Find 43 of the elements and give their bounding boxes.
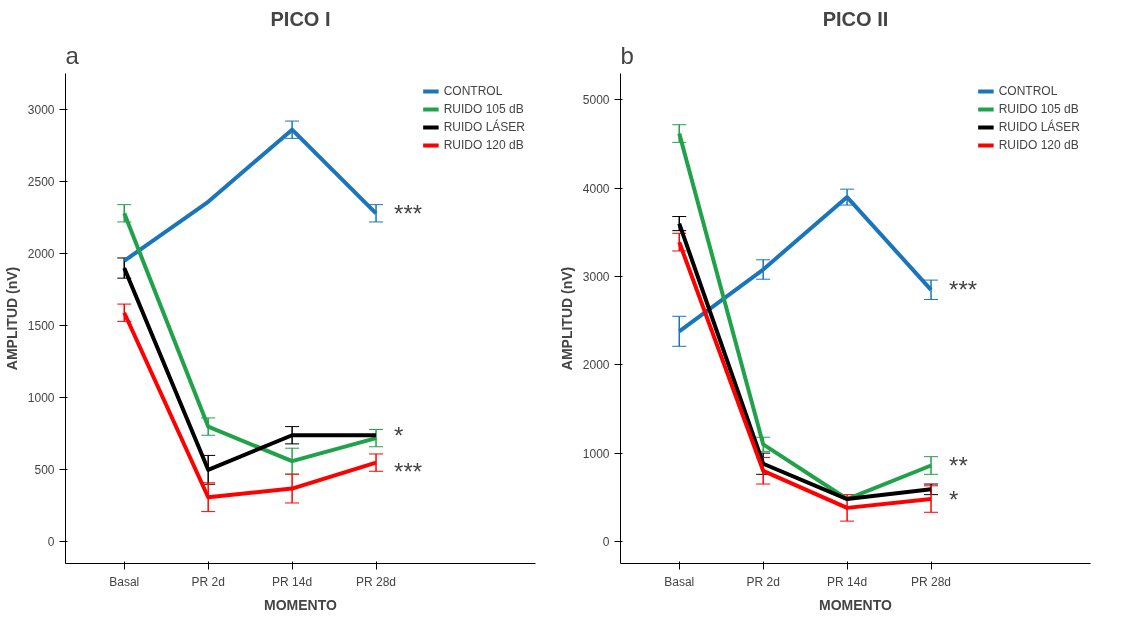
x-tick-label: PR 2d	[191, 574, 225, 589]
legend-label: RUIDO 120 dB	[443, 138, 524, 152]
x-axis-title: MOMENTO	[819, 596, 893, 613]
annotation: ***	[394, 199, 423, 227]
y-tick-label: 4000	[582, 181, 610, 196]
chart-title: PICO I	[270, 7, 331, 30]
x-tick-label: PR 14d	[272, 574, 313, 589]
y-tick-label: 2000	[27, 247, 55, 262]
annotation: ***	[949, 276, 978, 304]
legend-label: RUIDO LÁSER	[443, 120, 525, 134]
annotation: *	[949, 485, 959, 513]
y-axis-title: AMPLITUD (nV)	[558, 266, 575, 371]
legend-label: CONTROL	[998, 84, 1058, 98]
legend-label: RUIDO 105 dB	[443, 102, 524, 116]
y-tick-label: 2000	[582, 358, 610, 373]
x-tick-label: PR 2d	[746, 574, 780, 589]
x-axis-title: MOMENTO	[264, 596, 338, 613]
y-tick-label: 1000	[27, 391, 55, 406]
annotation: **	[949, 452, 968, 479]
x-tick-label: PR 28d	[356, 574, 397, 589]
x-tick-label: Basal	[109, 574, 140, 589]
y-tick-label: 2500	[27, 175, 55, 190]
legend-label: RUIDO 120 dB	[998, 138, 1079, 152]
y-axis-title: AMPLITUD (nV)	[3, 266, 20, 371]
chart-title: PICO II	[822, 7, 889, 30]
x-tick-label: PR 28d	[911, 574, 952, 589]
text: b	[620, 41, 634, 69]
legend-label: RUIDO LÁSER	[998, 120, 1080, 134]
annotation: ***	[394, 457, 423, 485]
y-tick-label: 0	[47, 535, 55, 550]
legend-label: CONTROL	[443, 84, 503, 98]
y-tick-label: 500	[34, 463, 55, 478]
annotation: *	[394, 421, 404, 449]
y-tick-label: 1500	[27, 319, 55, 334]
y-tick-label: 3000	[582, 270, 610, 285]
x-tick-label: Basal	[664, 574, 695, 589]
text: a	[65, 41, 80, 69]
y-tick-label: 5000	[582, 93, 610, 108]
y-tick-label: 1000	[582, 446, 610, 461]
legend-label: RUIDO 105 dB	[998, 102, 1079, 116]
y-tick-label: 3000	[27, 103, 55, 118]
x-tick-label: PR 14d	[827, 574, 868, 589]
y-tick-label: 0	[602, 534, 610, 549]
